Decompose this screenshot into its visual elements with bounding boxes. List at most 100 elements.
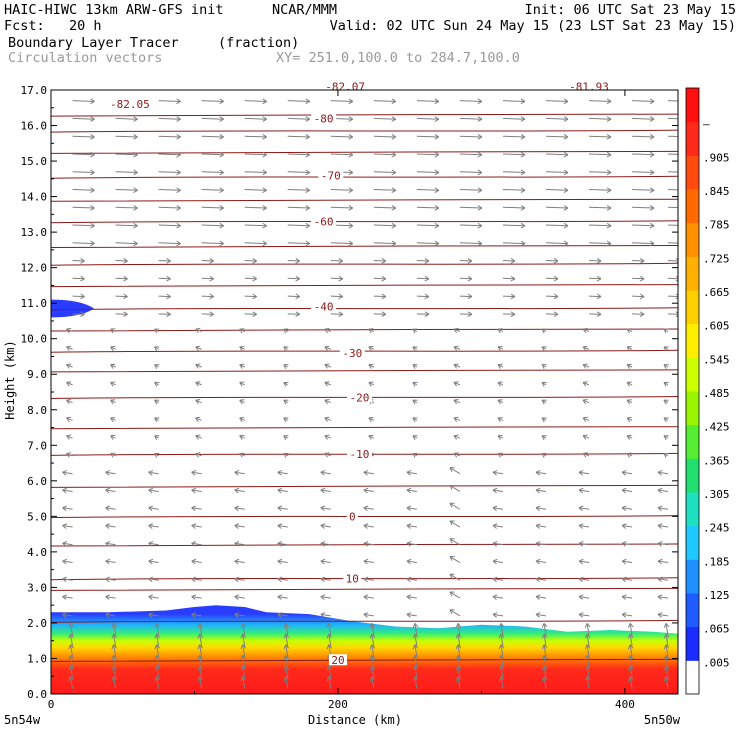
- wind-vector: [368, 346, 375, 352]
- wind-vector: [68, 623, 74, 636]
- wind-vector: [324, 452, 331, 458]
- wind-vector: [320, 469, 331, 476]
- wind-vector: [406, 612, 417, 618]
- wind-vector: [502, 98, 526, 105]
- wind-vector: [62, 523, 73, 529]
- wind-vector: [578, 523, 590, 529]
- wind-vector: [369, 633, 376, 647]
- y-tick-label: 7.0: [27, 439, 47, 452]
- colorbar-segment: [686, 593, 699, 628]
- wind-vector: [497, 452, 504, 458]
- colorbar-segment: [686, 660, 699, 695]
- wind-vector: [72, 116, 95, 122]
- wind-vector: [497, 399, 504, 405]
- wind-vector: [72, 187, 95, 193]
- wind-vector: [663, 633, 670, 647]
- wind-vector: [545, 187, 569, 193]
- wind-vector: [115, 187, 138, 193]
- wind-vector: [502, 116, 526, 122]
- wind-vector: [578, 469, 590, 476]
- wind-vector: [287, 134, 311, 140]
- contour-line: [51, 244, 678, 249]
- wind-vector: [195, 452, 202, 458]
- wind-vector: [373, 205, 397, 211]
- wind-vector: [459, 134, 483, 140]
- wind-vector: [632, 240, 655, 247]
- wind-vector: [412, 676, 419, 689]
- y-axis: 0.0 1.0 2.0 3.0 4.0 5.0 6.0 7.0 8.0 9.0 10.0 11.0 12…: [21, 84, 678, 701]
- wind-vector: [412, 346, 418, 352]
- wind-vector: [110, 328, 116, 334]
- wind-vector: [197, 623, 204, 636]
- wind-vector: [191, 469, 202, 476]
- wind-vector: [459, 222, 483, 229]
- y-tick-label: 0.0: [27, 688, 47, 701]
- wind-vector: [239, 417, 245, 423]
- wind-vector: [105, 487, 116, 494]
- wind-vector: [283, 665, 290, 679]
- wind-vector: [240, 676, 247, 689]
- wind-vector: [626, 417, 633, 423]
- wind-vector: [578, 576, 590, 583]
- wind-vector: [154, 417, 160, 423]
- wind-vector: [320, 594, 331, 600]
- wind-vector: [369, 655, 376, 668]
- wind-vector: [277, 469, 288, 476]
- wind-vector: [66, 398, 73, 405]
- wind-vector: [283, 381, 289, 387]
- contour-line: [51, 369, 678, 373]
- wind-vector: [584, 623, 591, 636]
- contour-label: -81.93: [569, 80, 609, 93]
- wind-vector: [492, 541, 504, 547]
- wind-vector: [320, 612, 331, 618]
- wind-vector: [582, 345, 590, 351]
- y-tick-label: 5.0: [27, 510, 47, 523]
- wind-vector: [324, 416, 331, 422]
- wind-vector: [72, 275, 85, 282]
- wind-vector: [239, 399, 245, 405]
- wind-vector: [111, 655, 117, 668]
- wind-vector: [148, 541, 159, 547]
- wind-vector: [154, 328, 160, 334]
- wind-vector: [545, 311, 559, 318]
- wind-vector: [502, 187, 526, 193]
- y-tick-label: 14.0: [21, 191, 48, 204]
- wind-vector: [626, 363, 633, 369]
- wind-vector: [492, 505, 504, 512]
- wind-vector: [363, 594, 374, 600]
- colorbar-label: .005: [703, 656, 730, 669]
- wind-vector: [105, 612, 116, 618]
- wind-vector: [502, 311, 516, 318]
- wind-vector: [154, 435, 160, 441]
- wind-vector: [326, 665, 333, 679]
- wind-vector: [115, 293, 128, 300]
- contour-label: -10: [350, 448, 370, 461]
- wind-vector: [621, 523, 633, 529]
- wind-vector: [406, 487, 417, 494]
- colorbar-frame: [685, 87, 700, 695]
- wind-vector: [158, 275, 171, 282]
- wind-vector: [545, 258, 559, 264]
- wind-vector: [406, 558, 417, 565]
- wind-vector: [240, 655, 247, 668]
- wind-vector: [627, 665, 634, 679]
- wind-vector: [283, 623, 290, 636]
- wind-vector: [324, 327, 331, 334]
- valid-time: Valid: 02 UTC Sun 24 May 15 (23 LST Sat …: [329, 18, 736, 34]
- wind-vector: [416, 293, 430, 300]
- wind-vector: [453, 434, 461, 440]
- wind-vector: [667, 135, 678, 138]
- wind-vector: [502, 240, 526, 247]
- wind-vector: [541, 364, 547, 370]
- wind-vector: [589, 134, 612, 140]
- wind-vector: [584, 665, 591, 679]
- wind-vector: [197, 644, 204, 657]
- contour-label-bg: [322, 80, 369, 92]
- wind-vector: [368, 434, 375, 440]
- wind-vector: [158, 151, 181, 158]
- contour-label: -80: [314, 112, 334, 125]
- wind-vector: [201, 240, 224, 247]
- wind-vector: [589, 116, 612, 122]
- wind-vector: [72, 205, 95, 211]
